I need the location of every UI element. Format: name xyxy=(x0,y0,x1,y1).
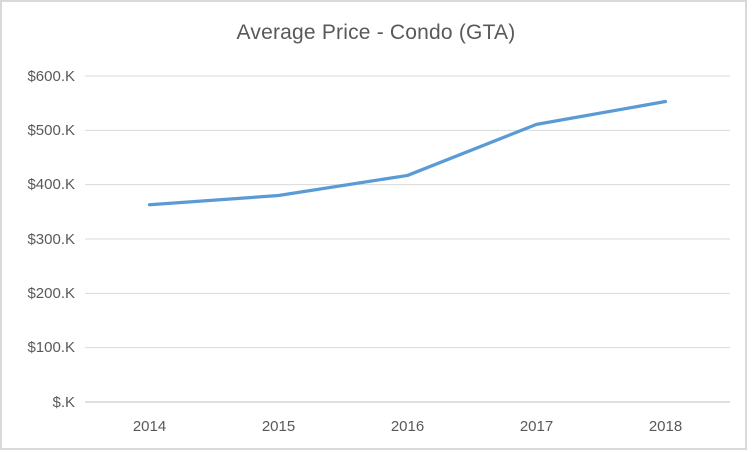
y-tick-label: $200.K xyxy=(27,284,75,302)
series-line xyxy=(147,99,668,207)
y-tick-label: $300.K xyxy=(27,230,75,248)
x-tick-label: 2014 xyxy=(132,418,167,435)
y-tick-label: $100.K xyxy=(27,339,75,357)
chart-title: Average Price - Condo (GTA) xyxy=(236,21,516,44)
y-tick-label: $400.K xyxy=(27,176,75,194)
x-tick-label: 2016 xyxy=(390,418,425,435)
y-tick-label: $.K xyxy=(52,393,75,411)
y-tick-label: $600.K xyxy=(27,67,75,85)
x-tick-label: 2017 xyxy=(519,418,554,435)
y-tick-label: $500.K xyxy=(27,121,75,139)
x-tick-label: 2015 xyxy=(261,418,296,435)
x-tick-label: 2018 xyxy=(648,418,683,435)
